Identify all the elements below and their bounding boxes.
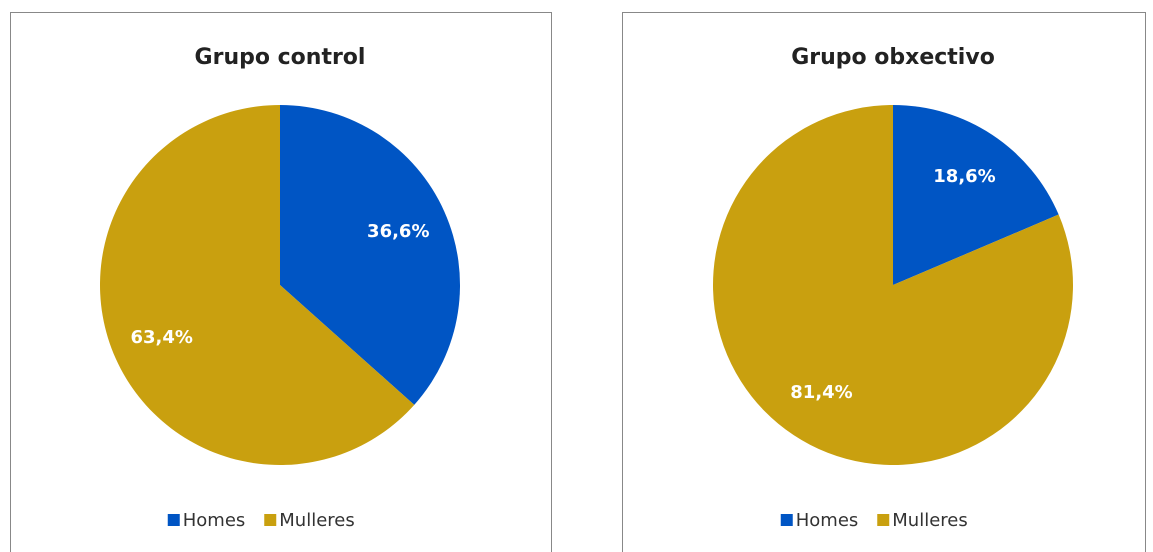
legend-label: Mulleres [892,510,967,531]
legend-label: Homes [796,510,859,531]
chart-title: Grupo control [195,45,366,70]
data-label: 63,4% [130,327,192,348]
legend-swatch [264,514,277,526]
pie-slice [100,105,415,465]
data-label: 36,6% [367,221,429,242]
pie-slice [893,105,1059,285]
data-label: 18,6% [933,166,995,187]
chart-title: Grupo obxectivo [791,45,995,70]
legend-swatch [167,514,180,526]
data-label: 81,4% [790,382,852,403]
legend-label: Mulleres [279,510,354,531]
legend-swatch [780,514,793,526]
legend-swatch [877,514,890,526]
legend-label: Homes [183,510,246,531]
pie-slice [713,105,1073,465]
pie-slice [280,105,460,405]
